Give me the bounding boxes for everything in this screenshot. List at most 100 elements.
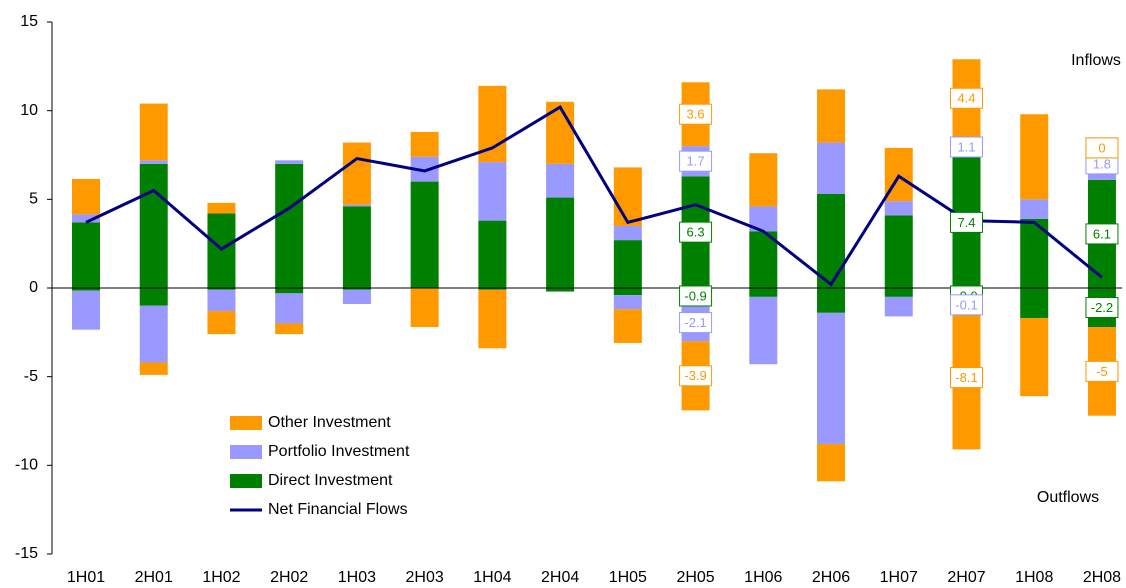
data-label-text: 0 (1098, 140, 1105, 155)
bar-segment (275, 163, 304, 288)
x-tick-label: 2H07 (947, 569, 985, 586)
bar-segment (207, 311, 236, 335)
bar-segment (139, 160, 168, 164)
bar-segment (817, 312, 846, 445)
data-label-box (949, 211, 983, 233)
bar-segment (884, 201, 913, 216)
data-label-box (679, 285, 713, 307)
y-tick-label: 15 (20, 13, 38, 30)
bar-segment (546, 197, 575, 288)
bar-segment (139, 163, 168, 288)
data-label-box (1085, 137, 1119, 159)
data-label-box (949, 367, 983, 389)
bar-segment (139, 288, 168, 306)
bar-segment (72, 178, 100, 215)
data-label: -3.9 (679, 365, 713, 387)
bar-segment (410, 288, 439, 328)
data-label-box (1085, 297, 1119, 319)
legend-swatch (230, 416, 262, 430)
data-label-text: 6.1 (1093, 226, 1111, 241)
data-label: -5 (1085, 360, 1119, 382)
data-label-text: 6.3 (687, 225, 705, 240)
bar-segment (139, 305, 168, 363)
x-tick-label: 1H08 (1015, 569, 1053, 586)
data-label-text: -5 (1096, 364, 1108, 379)
bar-segment (72, 288, 100, 291)
bar-segment (207, 289, 236, 312)
y-tick-label: -5 (24, 368, 38, 385)
legend-swatch (230, 445, 262, 459)
data-label-text: 4.4 (957, 91, 975, 106)
data-label-text: 1.8 (1093, 156, 1111, 171)
bar-segment (275, 288, 304, 294)
legend-label: Portfolio Investment (268, 443, 410, 460)
annotation: Outflows (1037, 489, 1099, 506)
x-tick-label: 2H02 (270, 569, 308, 586)
bar-segment (342, 206, 371, 288)
legend-label: Direct Investment (268, 472, 393, 489)
data-label: 1.1 (949, 136, 983, 158)
x-tick-label: 1H01 (67, 569, 105, 586)
data-label-box (1085, 223, 1119, 245)
annotation: Inflows (1071, 52, 1121, 69)
data-label-text: 1.7 (687, 154, 705, 169)
data-label: -0.9 (679, 285, 713, 307)
bar-segment (478, 289, 507, 349)
data-label-text: -2.1 (684, 315, 706, 330)
bar-segment (613, 240, 642, 288)
bar-segment (546, 101, 575, 164)
data-label: 7.4 (949, 211, 983, 233)
data-label-text: -0.1 (955, 297, 977, 312)
x-tick-label: 1H03 (338, 569, 376, 586)
bar-segment (749, 231, 778, 288)
data-label-box (949, 87, 983, 109)
bar-segment (1020, 288, 1049, 319)
bar-segment (72, 214, 100, 223)
data-label: -0.1 (949, 294, 983, 316)
x-tick-label: 2H01 (135, 569, 173, 586)
data-label: 6.1 (1085, 223, 1119, 245)
data-label-text: -0.9 (684, 288, 706, 303)
bar-segment (207, 202, 236, 214)
x-tick-label: 2H08 (1083, 569, 1121, 586)
data-label: -2.2 (1085, 297, 1119, 319)
bar-segment (613, 167, 642, 226)
bar-segment (342, 289, 371, 304)
x-tick-label: 2H04 (541, 569, 579, 586)
bar-segment (275, 323, 304, 335)
bar-segment (1020, 318, 1049, 397)
data-label-text: 3.6 (687, 107, 705, 122)
bar-segment (613, 295, 642, 310)
data-label-text: -3.9 (684, 368, 706, 383)
bar-segment (72, 222, 100, 288)
bar-segment (817, 444, 846, 482)
bar-segment (817, 142, 846, 195)
data-label: -2.1 (679, 312, 713, 334)
data-label: 4.4 (949, 87, 983, 109)
bar-segment (342, 204, 371, 207)
x-tick-label: 1H04 (473, 569, 511, 586)
bar-segment (342, 288, 371, 290)
bar-segment (139, 362, 168, 375)
bar-segment (817, 288, 846, 313)
y-tick-label: -15 (15, 545, 38, 562)
bar-segment (275, 160, 304, 164)
bar-segment (749, 153, 778, 207)
bar-segment (72, 290, 100, 330)
x-tick-label: 2H05 (676, 569, 714, 586)
bar-segment (478, 220, 507, 288)
legend-label: Other Investment (268, 414, 391, 431)
data-label-text: -8.1 (955, 370, 977, 385)
bar-segment (342, 142, 371, 205)
bar-segment (1020, 199, 1049, 219)
bar-segment (207, 288, 236, 290)
bar-segment (817, 89, 846, 143)
bar-segment (410, 131, 439, 157)
x-tick-label: 1H02 (202, 569, 240, 586)
bar-segment (546, 288, 575, 292)
data-label-text: -2.2 (1091, 300, 1113, 315)
bar-segment (749, 296, 778, 365)
data-label: 1.7 (679, 150, 713, 172)
bar-segment (1020, 114, 1049, 200)
